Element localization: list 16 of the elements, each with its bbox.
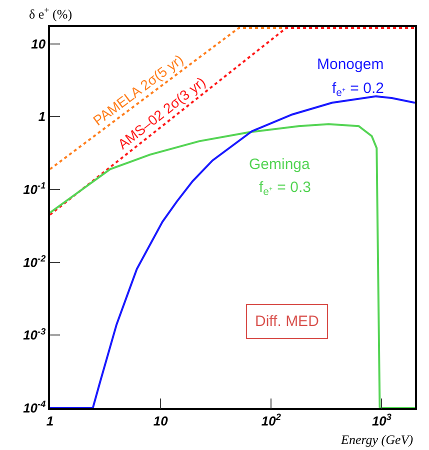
x-tick-label: 10$^{3}$ bbox=[372, 412, 392, 428]
annotation: f$_{e⁺}$ = 0.2 bbox=[332, 80, 384, 100]
series-label: Monogem bbox=[317, 56, 384, 73]
x-axis-title: Energy (GeV) bbox=[340, 432, 414, 447]
x-tick-label: 10$^{2}$ bbox=[261, 412, 281, 428]
x-tick-label: 10 bbox=[153, 413, 169, 428]
y-tick-label: 10$^{-1}$ bbox=[23, 180, 46, 198]
y-tick-label: 10$^{-4}$ bbox=[23, 399, 46, 416]
y-tick-label: 10$^{-3}$ bbox=[23, 326, 46, 343]
series-label: Geminga bbox=[249, 156, 311, 173]
y-tick-label: 10$^{-2}$ bbox=[23, 253, 46, 270]
annotation: Diff. MED bbox=[255, 313, 320, 330]
y-axis-title: δ e$^{+}$ (%) bbox=[29, 5, 72, 22]
y-tick-label: 10 bbox=[31, 36, 46, 52]
annotation: f$_{e⁺}$ = 0.3 bbox=[259, 179, 311, 198]
y-tick-label: 1 bbox=[38, 109, 46, 124]
